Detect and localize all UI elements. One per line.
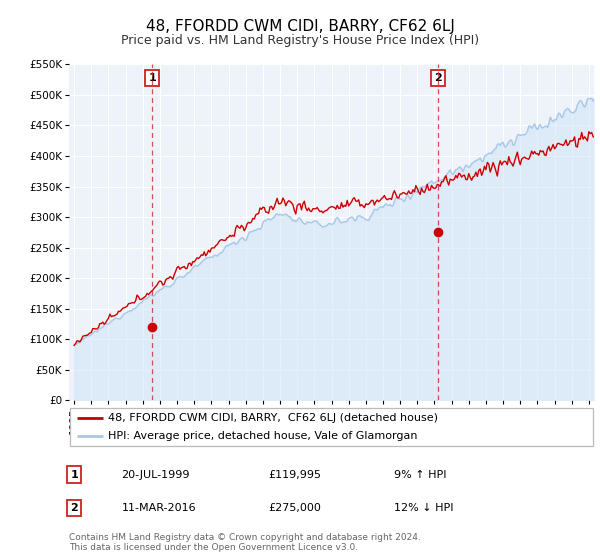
Text: 2: 2 xyxy=(434,73,442,83)
Text: 1: 1 xyxy=(148,73,156,83)
Text: Contains HM Land Registry data © Crown copyright and database right 2024.: Contains HM Land Registry data © Crown c… xyxy=(69,533,421,542)
Text: 48, FFORDD CWM CIDI, BARRY, CF62 6LJ: 48, FFORDD CWM CIDI, BARRY, CF62 6LJ xyxy=(146,20,454,34)
Text: 1: 1 xyxy=(70,470,78,479)
Text: 9% ↑ HPI: 9% ↑ HPI xyxy=(395,470,447,479)
Text: HPI: Average price, detached house, Vale of Glamorgan: HPI: Average price, detached house, Vale… xyxy=(109,431,418,441)
Text: 20-JUL-1999: 20-JUL-1999 xyxy=(121,470,190,479)
Text: £275,000: £275,000 xyxy=(269,503,322,513)
Text: Price paid vs. HM Land Registry's House Price Index (HPI): Price paid vs. HM Land Registry's House … xyxy=(121,34,479,47)
Text: £119,995: £119,995 xyxy=(269,470,322,479)
Text: 11-MAR-2016: 11-MAR-2016 xyxy=(121,503,196,513)
FancyBboxPatch shape xyxy=(70,408,593,446)
Text: This data is licensed under the Open Government Licence v3.0.: This data is licensed under the Open Gov… xyxy=(69,543,358,552)
Text: 12% ↓ HPI: 12% ↓ HPI xyxy=(395,503,454,513)
Text: 48, FFORDD CWM CIDI, BARRY,  CF62 6LJ (detached house): 48, FFORDD CWM CIDI, BARRY, CF62 6LJ (de… xyxy=(109,413,439,423)
Text: 2: 2 xyxy=(70,503,78,513)
